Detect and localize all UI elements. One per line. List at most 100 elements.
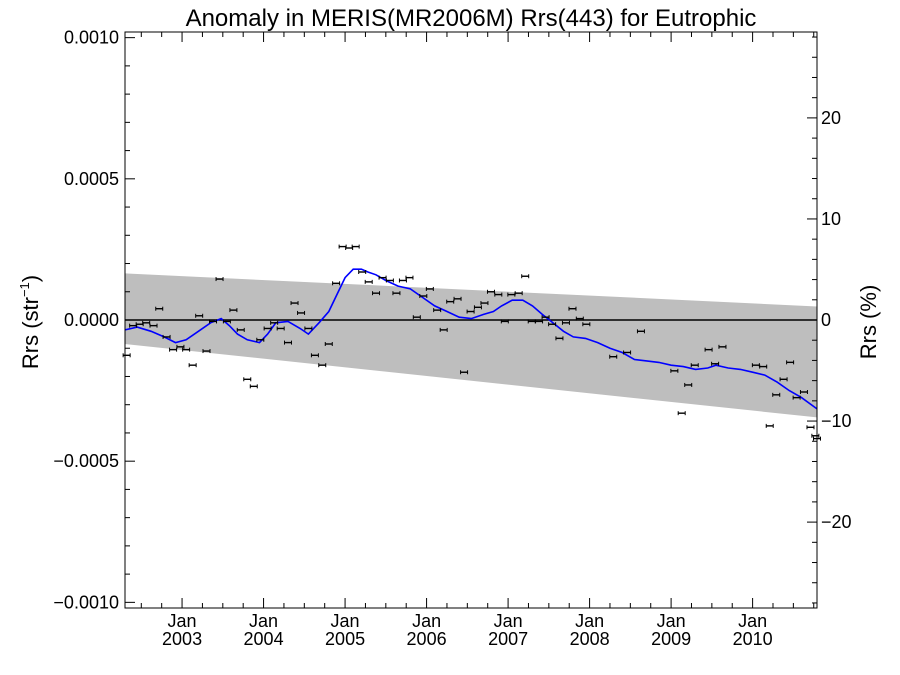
x-tick-month-label: Jan xyxy=(412,611,441,631)
data-point xyxy=(405,275,414,280)
data-point xyxy=(419,294,428,298)
y-tick-label: 0.0005 xyxy=(64,169,119,189)
x-tick-month-label: Jan xyxy=(738,611,767,631)
data-point xyxy=(392,291,401,296)
data-point xyxy=(332,281,341,286)
y2-tick-label: 0 xyxy=(821,310,831,330)
data-point xyxy=(318,363,327,368)
data-point xyxy=(215,277,224,282)
x-tick-month-label: Jan xyxy=(494,611,523,631)
data-point xyxy=(176,344,185,349)
x-tick-year-label: 2005 xyxy=(325,629,365,649)
data-point xyxy=(561,320,570,325)
y-tick-label: −0.0005 xyxy=(53,451,119,471)
x-tick-month-label: Jan xyxy=(331,611,360,631)
data-point xyxy=(799,390,808,394)
data-point xyxy=(358,270,367,274)
data-point xyxy=(711,361,720,366)
data-point xyxy=(500,319,509,324)
chart-title: Anomaly in MERIS(MR2006M) Rrs(443) for E… xyxy=(186,5,757,32)
data-point xyxy=(636,329,645,334)
data-point xyxy=(222,319,231,324)
data-point xyxy=(122,353,131,358)
data-point xyxy=(236,327,245,332)
data-point xyxy=(684,382,693,387)
data-point xyxy=(466,309,475,314)
data-point xyxy=(772,392,781,397)
x-tick-year-label: 2008 xyxy=(570,629,610,649)
confidence-band xyxy=(125,273,817,418)
y-tick-label: 0.0000 xyxy=(64,310,119,330)
y-tick-label: 0.0010 xyxy=(64,28,119,48)
data-point xyxy=(162,334,171,339)
data-point xyxy=(412,315,421,320)
data-point xyxy=(270,320,279,325)
data-point xyxy=(494,292,503,297)
data-point xyxy=(779,377,788,382)
data-point xyxy=(425,286,434,291)
data-point xyxy=(792,395,801,400)
data-point xyxy=(324,342,333,346)
data-point xyxy=(460,370,469,375)
x-tick-month-label: Jan xyxy=(657,611,686,631)
data-point xyxy=(623,350,632,355)
data-point xyxy=(548,322,557,327)
y-axis-label-text: Rrs (str xyxy=(18,297,43,369)
data-point xyxy=(670,368,679,373)
data-point xyxy=(385,278,394,283)
y2-tick-label: −10 xyxy=(821,411,852,431)
y-tick-label: −0.0010 xyxy=(53,592,119,612)
y-axis-label: Rrs (str−1) xyxy=(17,275,43,369)
data-point xyxy=(439,327,448,332)
data-point xyxy=(575,316,584,321)
data-point xyxy=(521,274,530,279)
x-tick-year-label: 2010 xyxy=(733,629,773,649)
data-point xyxy=(209,319,218,324)
data-point xyxy=(568,306,577,311)
x-tick-month-label: Jan xyxy=(575,611,604,631)
data-point xyxy=(256,337,265,342)
data-point xyxy=(364,279,373,284)
data-point xyxy=(149,323,158,328)
y-axis-label-superscript: −1 xyxy=(17,282,32,297)
data-point xyxy=(310,353,319,358)
data-point xyxy=(249,384,258,389)
axes: 0.0010 0.0005 0.0000 −0.0005 −0.0010 2010 0 −10… xyxy=(53,28,851,649)
y2-tick-label: −20 xyxy=(821,512,852,532)
data-point xyxy=(202,349,211,354)
data-point xyxy=(609,354,618,359)
data-point xyxy=(195,313,204,318)
data-point xyxy=(514,291,523,296)
data-point xyxy=(453,296,462,301)
y2-axis-label: Rrs (%) xyxy=(856,285,881,360)
data-point xyxy=(582,322,591,327)
x-tick-year-label: 2004 xyxy=(244,629,284,649)
y-axis-label-close: ) xyxy=(18,275,43,282)
data-point xyxy=(473,305,482,310)
data-point xyxy=(806,425,815,430)
data-point xyxy=(155,306,164,311)
data-point xyxy=(541,315,550,320)
data-point xyxy=(297,310,306,315)
data-point xyxy=(677,411,686,416)
x-tick-month-label: Jan xyxy=(168,611,197,631)
data-point xyxy=(290,301,299,306)
smoothed-anomaly-line xyxy=(124,268,818,410)
data-point xyxy=(811,433,820,438)
data-point xyxy=(759,364,768,369)
data-point xyxy=(433,308,442,313)
data-point xyxy=(786,360,795,365)
plot-area xyxy=(122,244,821,441)
data-point xyxy=(182,347,191,352)
data-point xyxy=(304,326,313,331)
y2-tick-label: 20 xyxy=(821,108,841,128)
data-point xyxy=(555,336,564,341)
data-point xyxy=(263,326,272,331)
data-point xyxy=(284,340,293,345)
data-point xyxy=(704,347,713,352)
data-point xyxy=(535,319,544,324)
data-point xyxy=(351,244,360,249)
data-point xyxy=(718,344,727,349)
data-point xyxy=(243,377,252,382)
x-tick-year-label: 2003 xyxy=(162,629,202,649)
